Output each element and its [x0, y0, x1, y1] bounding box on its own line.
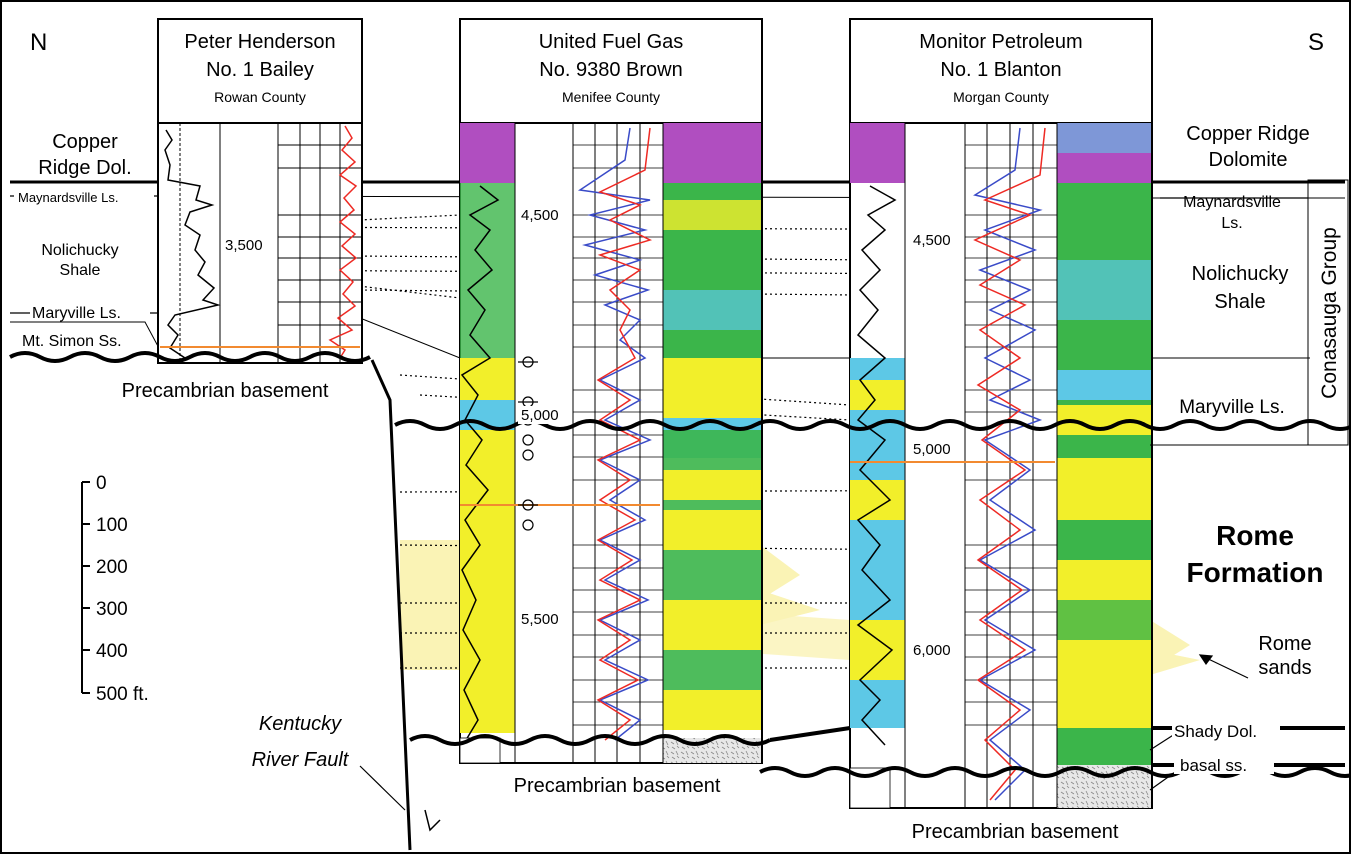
- north-label: N: [30, 29, 47, 56]
- precambrian-basement-label: Precambrian basement: [514, 775, 721, 797]
- bailey-operator: Peter Henderson: [184, 31, 335, 53]
- copper-ridge-label-right: Copper Ridge: [1186, 123, 1309, 145]
- maryville-label-right: Maryville Ls.: [1179, 397, 1285, 418]
- scale-label: 300: [96, 599, 128, 620]
- depth-label: 5,000: [521, 407, 559, 424]
- depth-label: 5,000: [913, 441, 951, 458]
- well-header-blanton: [849, 18, 1153, 124]
- brown-well-name: No. 9380 Brown: [539, 59, 682, 81]
- blanton-county: Morgan County: [953, 89, 1049, 105]
- conasauga-group-label: Conasauga Group: [1318, 227, 1341, 399]
- well-bailey: [157, 18, 363, 364]
- blanton-operator: Monitor Petroleum: [919, 31, 1082, 53]
- rome-sands-label-2: sands: [1258, 657, 1311, 679]
- fault-label: Kentucky: [259, 713, 342, 735]
- bailey-county: Rowan County: [214, 89, 306, 105]
- kentucky-river-fault: [370, 359, 441, 851]
- scale-label: 100: [96, 515, 128, 536]
- rome-formation-label-2: Formation: [1187, 557, 1324, 588]
- scale-label: 200: [96, 557, 128, 578]
- conasauga-group-bracket: [1307, 179, 1349, 446]
- depth-label: 6,000: [913, 642, 951, 659]
- maynardsville-label-right-2: Ls.: [1221, 215, 1242, 232]
- maynardsville-label-left: Maynardsville Ls.: [18, 190, 118, 205]
- south-label: S: [1308, 29, 1324, 56]
- depth-label: 3,500: [225, 237, 263, 254]
- copper-ridge-label-left: Copper: [52, 131, 118, 153]
- nolichucky-label-right: Nolichucky: [1192, 263, 1289, 285]
- depth-label: 5,500: [521, 611, 559, 628]
- rome-sands-label: Rome: [1258, 633, 1311, 655]
- nolichucky-label-left: Nolichucky: [41, 242, 118, 259]
- rome-formation-label: Rome: [1216, 520, 1294, 551]
- vertical-scale-bar: [81, 481, 90, 694]
- scale-label: 0: [96, 473, 107, 494]
- basal-sandstone-label: basal ss.: [1180, 756, 1247, 775]
- well-blanton: [849, 18, 1153, 809]
- nolichucky-label-right-2: Shale: [1214, 291, 1265, 313]
- copper-ridge-label-left-2: Ridge Dol.: [38, 157, 131, 179]
- brown-operator: United Fuel Gas: [539, 31, 684, 53]
- precambrian-basement-label: Precambrian basement: [122, 380, 329, 402]
- maryville-label-left: Maryville Ls.: [32, 305, 121, 322]
- brown-county: Menifee County: [562, 89, 660, 105]
- fault-label-2: River Fault: [252, 749, 350, 771]
- shady-dolomite-label: Shady Dol.: [1174, 722, 1257, 741]
- precambrian-basement-label: Precambrian basement: [912, 821, 1119, 843]
- well-header-brown: [459, 18, 763, 124]
- copper-ridge-label-right-2: Dolomite: [1209, 149, 1288, 171]
- blanton-well-name: No. 1 Blanton: [940, 59, 1061, 81]
- nolichucky-label-left-2: Shale: [60, 262, 101, 279]
- well-header-bailey: [157, 18, 363, 124]
- scale-label: 400: [96, 641, 128, 662]
- mt-simon-label: Mt. Simon Ss.: [22, 333, 122, 350]
- maynardsville-label-right: Maynardsville: [1183, 194, 1281, 211]
- well-brown: [459, 18, 763, 764]
- depth-label: 4,500: [521, 207, 559, 224]
- bailey-well-name: No. 1 Bailey: [206, 59, 314, 81]
- scale-label: 500 ft.: [96, 684, 149, 705]
- depth-label: 4,500: [913, 232, 951, 249]
